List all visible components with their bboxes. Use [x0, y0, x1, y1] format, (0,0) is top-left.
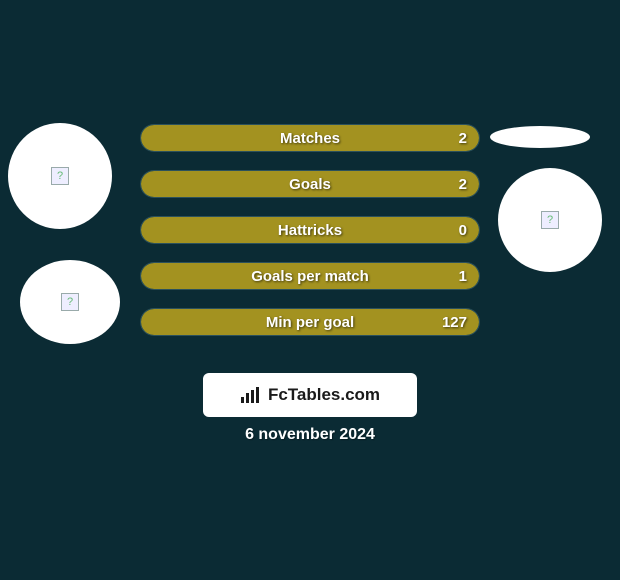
stat-label: Goals per match	[141, 263, 479, 289]
footer-date: 6 november 2024	[0, 426, 620, 444]
stat-value: 2	[459, 125, 467, 151]
stat-label: Hattricks	[141, 217, 479, 243]
stat-value: 0	[459, 217, 467, 243]
player-avatar-left-large: ?	[8, 123, 112, 229]
stat-label: Matches	[141, 125, 479, 151]
broken-image-icon: ?	[541, 211, 559, 229]
stat-value: 2	[459, 171, 467, 197]
stat-row: Hattricks0	[140, 216, 480, 244]
player-avatar-right-large: ?	[498, 168, 602, 272]
stat-row: Goals2	[140, 170, 480, 198]
branding-badge[interactable]: FcTables.com	[203, 373, 417, 417]
stat-label: Goals	[141, 171, 479, 197]
bar-chart-icon	[240, 386, 262, 404]
comparison-card: Rafael Murguia vs Del Ãngel ResÃ©ndiz Cl…	[0, 0, 620, 580]
stat-row: Goals per match1	[140, 262, 480, 290]
stats-bars: Matches2Goals2Hattricks0Goals per match1…	[140, 124, 480, 354]
stat-value: 127	[442, 309, 467, 335]
stat-row: Min per goal127	[140, 308, 480, 336]
broken-image-icon: ?	[61, 293, 79, 311]
logo-ellipse-right	[490, 126, 590, 148]
stat-label: Min per goal	[141, 309, 479, 335]
broken-image-icon: ?	[51, 167, 69, 185]
stat-value: 1	[459, 263, 467, 289]
branding-text: FcTables.com	[268, 385, 380, 405]
player-avatar-left-small: ?	[20, 260, 120, 344]
stat-row: Matches2	[140, 124, 480, 152]
